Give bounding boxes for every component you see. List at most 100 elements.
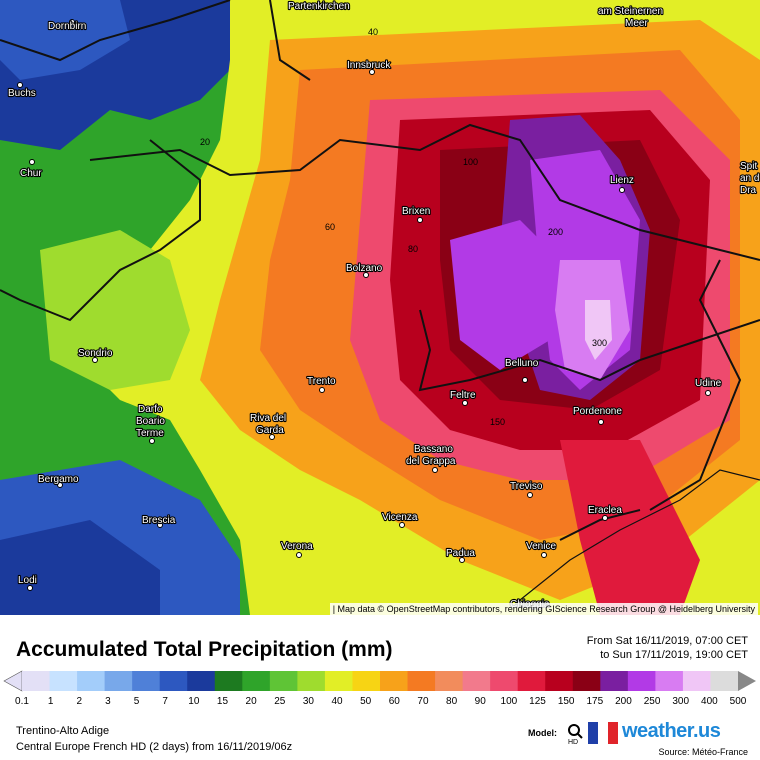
city-label: Sondrio <box>78 348 113 359</box>
colorbar-swatch <box>545 671 574 691</box>
city-marker <box>598 419 604 425</box>
colorbar-arrow-left <box>3 670 23 692</box>
precip-zone-lower-southwest <box>0 520 160 615</box>
city-label: Dornbirn <box>48 21 86 32</box>
colorbar-swatch <box>214 671 243 691</box>
model-label: Model: <box>528 728 557 738</box>
city-label: Bassano <box>414 444 453 455</box>
colorbar-tick-label: 40 <box>331 696 343 707</box>
contour-label: 40 <box>368 27 378 37</box>
colorbar-tick-label: 5 <box>133 696 140 707</box>
city-label: Bergamo <box>38 474 79 485</box>
colorbar-swatch <box>104 671 133 691</box>
city-label: am Steinernen <box>598 6 663 17</box>
colorbar-tick-label: 30 <box>302 696 314 707</box>
colorbar-swatch <box>517 671 546 691</box>
colorbar-tick-label: 100 <box>500 696 518 707</box>
colorbar-tick-label: 60 <box>388 696 400 707</box>
colorbar-tick-label: 15 <box>216 696 229 707</box>
colorbar-swatch <box>269 671 298 691</box>
model-run: Central Europe French HD (2 days) from 1… <box>16 741 293 753</box>
city-label: Chur <box>20 168 42 179</box>
city-marker <box>269 434 275 440</box>
precip-zone-300-400 <box>585 300 612 360</box>
period-from: From Sat 16/11/2019, 07:00 CET <box>586 635 748 647</box>
city-marker <box>399 522 405 528</box>
precip-zone-200-250-west <box>450 220 560 370</box>
coastline <box>519 469 760 601</box>
city-marker <box>619 187 625 193</box>
city-marker <box>417 217 423 223</box>
colorbar-tick-label: 10 <box>188 696 200 707</box>
colorbar-tick-label: 50 <box>360 696 372 707</box>
city-label: Lienz <box>610 175 634 186</box>
colorbar-tick-label: 400 <box>701 696 718 707</box>
colorbar-swatch <box>132 671 161 691</box>
contour-label: 60 <box>325 222 335 232</box>
colorbar-tick-label: 150 <box>557 696 575 707</box>
city-label: Eraclea <box>588 505 622 516</box>
city-marker <box>92 357 98 363</box>
city-label: Vicenza <box>382 512 418 523</box>
colorbar-swatch <box>324 671 353 691</box>
colorbar-tick-label: 7 <box>162 696 168 707</box>
colorbar-swatch <box>490 671 519 691</box>
contour-label: 300 <box>592 338 607 348</box>
contour-label: 100 <box>463 157 478 167</box>
city-label: Venice <box>526 541 556 552</box>
city-marker <box>57 482 63 488</box>
colorbar-tick-label: 80 <box>446 696 458 707</box>
colorbar-swatch <box>655 671 684 691</box>
city-label: Brescia <box>142 515 176 526</box>
city-marker <box>432 467 438 473</box>
colorbar-tick-label: 500 <box>729 696 747 707</box>
city-label: Padua <box>446 548 475 559</box>
city-label: Trento <box>307 376 336 387</box>
colorbar-swatch <box>77 671 106 691</box>
city-marker <box>527 492 533 498</box>
colorbar <box>3 670 756 692</box>
colorbar-tick-label: 90 <box>474 696 486 707</box>
colorbar-swatch <box>22 671 51 691</box>
city-label: Buchs <box>8 88 36 99</box>
colorbar-swatch <box>407 671 436 691</box>
city-label: Garda <box>256 425 284 436</box>
city-label: Udine <box>695 378 722 389</box>
precip-zone-lower-north <box>0 0 130 80</box>
colorbar-tick-label: 200 <box>615 696 632 707</box>
colorbar-swatch <box>159 671 188 691</box>
city-marker <box>29 159 35 165</box>
brand-logo[interactable]: weather.us <box>622 720 721 742</box>
city-label: Bolzano <box>346 263 383 274</box>
hd-magnifier-icon[interactable]: HD <box>566 723 584 745</box>
precip-zone-25-30 <box>40 230 190 390</box>
colorbar-tick-label: 1 <box>47 696 54 707</box>
city-marker <box>369 69 375 75</box>
city-label: an d <box>740 173 759 184</box>
colorbar-tick-label: 3 <box>105 696 111 707</box>
colorbar-swatch <box>600 671 629 691</box>
colorbar-tick-label: 125 <box>529 696 546 707</box>
city-marker <box>296 552 302 558</box>
colorbar-ticks: 0.1 1 2 3 5 7 10 15 20 25 30 40 50 60 70 80 90 100 125 150 1… <box>0 696 760 710</box>
colorbar-swatch <box>572 671 601 691</box>
colorbar-swatch <box>462 671 491 691</box>
precipitation-map[interactable]: Partenkirchen am Steinernen Meer Dornbir… <box>0 0 760 615</box>
colorbar-swatch <box>49 671 78 691</box>
contour-label: 80 <box>408 244 418 254</box>
city-label: Lodi <box>18 575 37 586</box>
city-marker <box>602 515 608 521</box>
city-marker <box>149 438 155 444</box>
city-label: Meer <box>625 18 648 29</box>
city-label: Treviso <box>510 481 543 492</box>
city-label: Brixen <box>402 206 430 217</box>
time-period: From Sat 16/11/2019, 07:00 CET to Sun 17… <box>587 634 748 662</box>
colorbar-swatch <box>710 671 739 691</box>
city-label: Verona <box>281 541 313 552</box>
region-name: Trentino-Alto Adige <box>16 725 110 737</box>
city-label: Belluno <box>505 358 539 369</box>
colorbar-tick-label: 20 <box>245 696 257 707</box>
contour-label: 20 <box>200 137 210 147</box>
data-source: Source: Météo-France <box>658 747 748 757</box>
city-label: Boario <box>136 416 165 427</box>
